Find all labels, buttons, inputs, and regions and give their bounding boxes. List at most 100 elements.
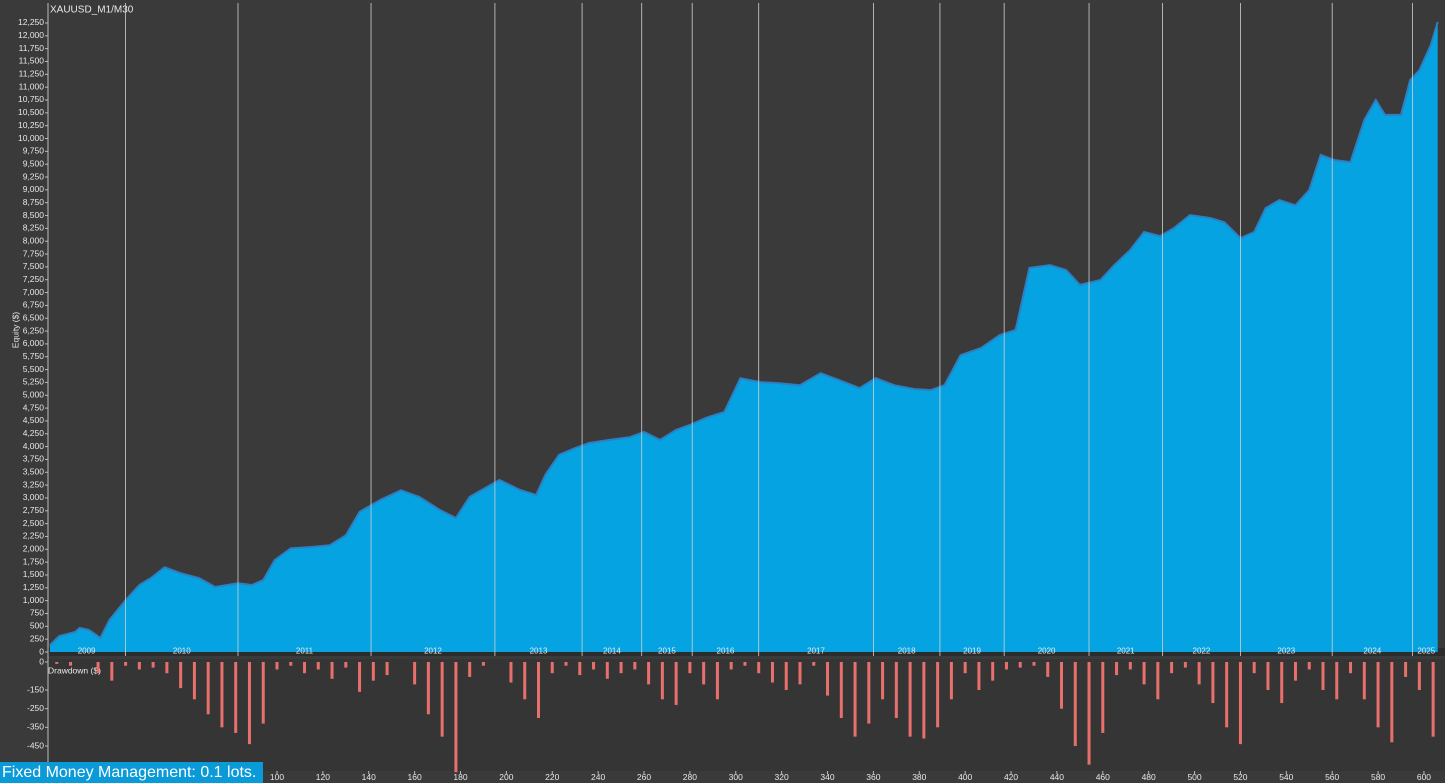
year-label: 2009 xyxy=(78,647,96,656)
year-label: 2016 xyxy=(717,647,735,656)
drawdown-bar xyxy=(1032,662,1036,666)
y-tick-label: 3,750 xyxy=(23,454,45,464)
drawdown-bar xyxy=(1101,662,1105,733)
y-tick-label: 5,750 xyxy=(23,351,45,361)
y-tick-label: 4,250 xyxy=(23,428,45,438)
x-tick-label: 160 xyxy=(408,772,422,782)
y-tick-label: 5,000 xyxy=(23,390,45,400)
drawdown-bar xyxy=(316,662,320,670)
drawdown-bar xyxy=(647,662,651,685)
drawdown-bar xyxy=(330,662,334,679)
x-tick-label: 240 xyxy=(591,772,605,782)
drawdown-bar xyxy=(564,662,568,666)
drawdown-bar xyxy=(440,662,444,737)
x-tick-label: 460 xyxy=(1096,772,1110,782)
drawdown-bar xyxy=(344,662,348,668)
year-label: 2011 xyxy=(296,647,314,656)
x-tick-label: 400 xyxy=(958,772,972,782)
x-tick-label: 480 xyxy=(1142,772,1156,782)
footer-label: Fixed Money Management: 0.1 lots. xyxy=(0,762,263,783)
y-tick-label: 11,500 xyxy=(19,56,45,66)
y-tick-label: 11,000 xyxy=(19,81,45,91)
drawdown-bar xyxy=(1417,662,1421,690)
x-tick-label: 200 xyxy=(499,772,513,782)
drawdown-bar xyxy=(839,662,843,718)
y-tick-label: 9,500 xyxy=(23,158,45,168)
drawdown-bar xyxy=(894,662,898,718)
drawdown-bar xyxy=(481,662,485,666)
x-tick-label: 360 xyxy=(866,772,880,782)
y-tick-label: -450 xyxy=(27,740,44,750)
y-tick-label: 1,750 xyxy=(23,556,45,566)
drawdown-bar xyxy=(592,662,596,670)
y-tick-label: 9,750 xyxy=(23,146,45,156)
year-label: 2012 xyxy=(424,647,442,656)
x-tick-label: 500 xyxy=(1187,772,1201,782)
chart-title: XAUUSD_M1/M30 xyxy=(50,5,134,16)
y-tick-label: 8,000 xyxy=(23,235,45,245)
y-tick-label: 250 xyxy=(30,633,44,643)
y-tick-label: 4,750 xyxy=(23,402,45,412)
y-tick-label: 1,000 xyxy=(23,595,45,605)
drawdown-bar xyxy=(1197,662,1201,685)
y-tick-label: 4,500 xyxy=(23,415,45,425)
y-tick-label: 6,750 xyxy=(23,300,45,310)
year-label: 2022 xyxy=(1193,647,1211,656)
drawdown-bar xyxy=(96,662,100,674)
drawdown-bar xyxy=(468,662,472,677)
y-tick-label: 0 xyxy=(39,646,44,656)
y-tick-label: 7,000 xyxy=(23,287,45,297)
drawdown-bar xyxy=(1087,662,1091,765)
drawdown-bar xyxy=(358,662,362,692)
drawdown-bar xyxy=(674,662,678,705)
x-tick-label: 340 xyxy=(820,772,834,782)
y-tick-label: 2,500 xyxy=(23,518,45,528)
drawdown-bar xyxy=(206,662,210,715)
drawdown-bar xyxy=(757,662,761,674)
y-tick-label: 8,750 xyxy=(23,197,45,207)
drawdown-bar xyxy=(977,662,981,690)
equity-line xyxy=(49,21,1439,647)
y-tick-label: 7,500 xyxy=(23,261,45,271)
y-tick-label: 1,250 xyxy=(23,582,45,592)
drawdown-bar xyxy=(165,662,169,674)
drawdown-bar xyxy=(729,662,733,670)
y-tick-label: 2,000 xyxy=(23,544,45,554)
x-tick-label: 260 xyxy=(637,772,651,782)
y-tick-label: -150 xyxy=(27,684,44,694)
x-tick-label: 560 xyxy=(1325,772,1339,782)
drawdown-bar xyxy=(1128,662,1132,670)
year-label: 2015 xyxy=(658,647,676,656)
drawdown-bar xyxy=(1073,662,1077,746)
drawdown-bar xyxy=(289,662,293,666)
x-tick-label: 320 xyxy=(775,772,789,782)
year-label: 2017 xyxy=(807,647,825,656)
x-tick-label: 520 xyxy=(1233,772,1247,782)
year-label: 2023 xyxy=(1277,647,1295,656)
drawdown-bar xyxy=(991,662,995,681)
drawdown-bar xyxy=(688,662,692,674)
x-tick-label: 220 xyxy=(545,772,559,782)
drawdown-bar xyxy=(922,662,926,739)
y-tick-label: 12,000 xyxy=(18,30,44,40)
drawdown-bar xyxy=(1115,662,1119,676)
drawdown-bar xyxy=(1335,662,1339,700)
drawdown-bar xyxy=(1362,662,1366,700)
y-tick-label: 10,750 xyxy=(18,94,44,104)
year-label: 2024 xyxy=(1363,647,1381,656)
y-axis-title: Equity ($) xyxy=(10,312,20,349)
y-tick-label: 9,000 xyxy=(23,184,45,194)
drawdown-bar xyxy=(1404,662,1408,677)
x-tick-label: 280 xyxy=(683,772,697,782)
drawdown-bar xyxy=(784,662,788,690)
drawdown-bar xyxy=(413,662,417,685)
year-label: 2018 xyxy=(898,647,916,656)
drawdown-bar xyxy=(261,662,265,724)
drawdown-bar xyxy=(550,662,554,674)
y-tick-label: 9,250 xyxy=(23,171,45,181)
y-tick-label: 2,250 xyxy=(23,531,45,541)
drawdown-bar xyxy=(743,662,747,666)
drawdown-bar xyxy=(715,662,719,700)
drawdown-bar xyxy=(1142,662,1146,685)
drawdown-bar xyxy=(220,662,224,728)
